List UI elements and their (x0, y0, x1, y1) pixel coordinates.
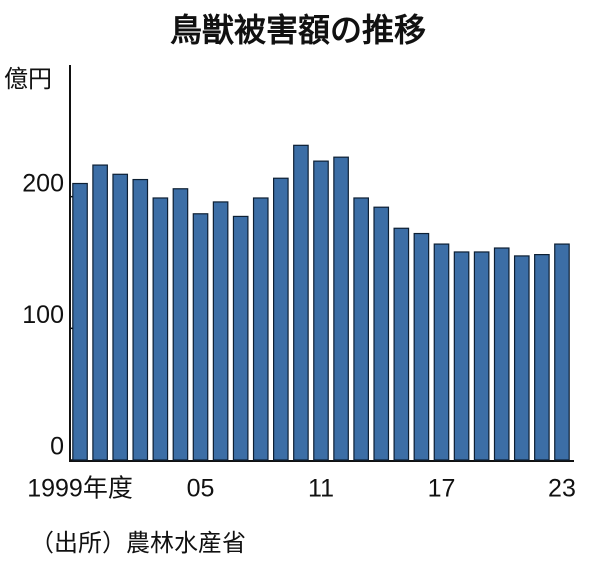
bar (212, 201, 229, 461)
bar (554, 243, 570, 461)
bar (132, 178, 149, 461)
bar (413, 232, 430, 461)
bar (473, 251, 490, 461)
bar (453, 251, 470, 461)
bar (534, 254, 550, 461)
bar (493, 247, 510, 461)
bar (393, 227, 410, 461)
x-tick-label: 23 (548, 475, 576, 503)
y-tick-label: 0 (50, 433, 64, 461)
bar (373, 206, 390, 461)
bar (433, 243, 450, 461)
bar (232, 215, 249, 461)
bar (313, 160, 329, 461)
bar (192, 213, 209, 461)
bar (353, 197, 369, 461)
bar (333, 156, 349, 461)
y-tick-label: 100 (22, 301, 64, 329)
bar (92, 164, 108, 461)
bar (252, 197, 269, 461)
x-tick-label: 05 (187, 475, 215, 503)
bar (172, 188, 189, 461)
x-tick-label: 17 (428, 475, 456, 503)
bar (152, 197, 169, 461)
bar (273, 177, 289, 461)
bar (293, 144, 309, 461)
source: （出所）農林水産省 (30, 529, 246, 557)
y-tick-label: 200 (22, 169, 64, 197)
y-axis-label: 億円 (4, 65, 52, 93)
bar (72, 182, 88, 461)
chart-title: 鳥獣被害額の推移 (170, 11, 426, 49)
bar (112, 173, 129, 461)
x-tick-label: 1999年度 (27, 475, 133, 503)
x-tick-label: 11 (308, 475, 334, 503)
bar (513, 255, 530, 461)
